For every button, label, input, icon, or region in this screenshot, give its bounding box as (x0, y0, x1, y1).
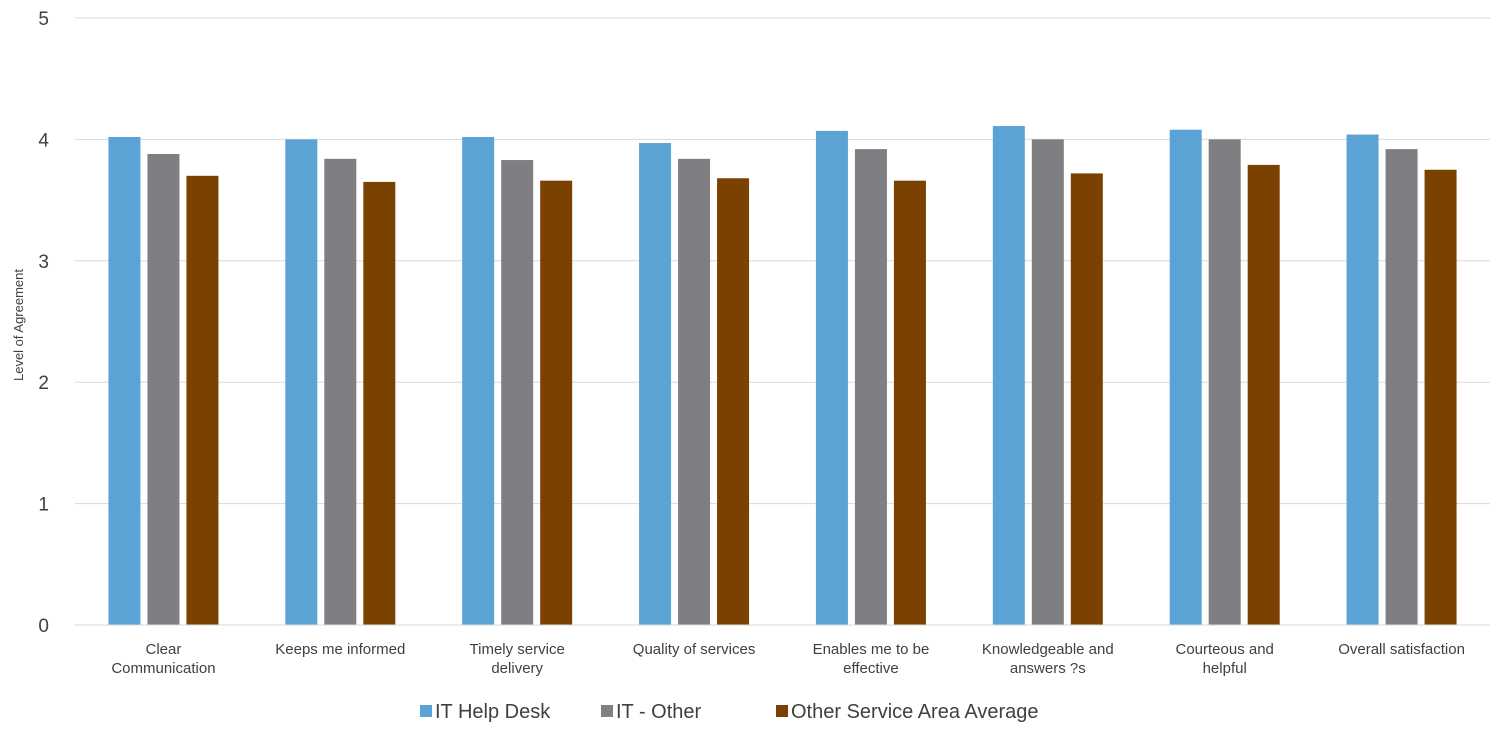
bar-it-other (678, 158, 711, 625)
bar-other-service-area-average (893, 180, 926, 625)
bar-it-help-desk (1169, 129, 1202, 626)
bar-it-other (501, 160, 534, 625)
y-axis-title: Level of Agreement (11, 269, 26, 381)
bar-it-help-desk (815, 130, 848, 626)
y-axis-ticks: 0 1 2 3 4 5 (38, 9, 49, 637)
y-tick-label: 4 (38, 130, 49, 151)
bar-other-service-area-average (363, 181, 396, 625)
x-tick-label: Knowledgeable and answers ?s (982, 641, 1114, 677)
y-tick-label: 1 (38, 495, 49, 516)
bar-other-service-area-average (1424, 169, 1457, 625)
legend: IT Help Desk IT - Other Other Service Area… (420, 701, 1039, 723)
bars (108, 126, 1457, 626)
x-tick-label: Enables me to be effective (813, 641, 930, 677)
bar-it-other (1031, 139, 1064, 625)
legend-swatch (776, 705, 788, 717)
x-tick-label: Overall satisfaction (1338, 641, 1465, 658)
bar-it-help-desk (285, 139, 318, 625)
bar-other-service-area-average (1247, 164, 1280, 626)
x-tick-label: Keeps me informed (275, 641, 405, 658)
x-tick-label: Timely service delivery (470, 641, 565, 677)
bar-other-service-area-average (717, 178, 750, 626)
legend-swatch (601, 705, 613, 717)
bar-it-other (854, 149, 887, 625)
bar-it-other (147, 153, 180, 625)
bar-it-help-desk (108, 136, 141, 626)
bar-it-other (1385, 149, 1418, 625)
legend-label: IT Help Desk (435, 701, 551, 723)
y-tick-label: 3 (38, 252, 49, 273)
bar-other-service-area-average (186, 175, 219, 625)
bar-it-other (1208, 139, 1241, 625)
bar-it-help-desk (1346, 134, 1379, 625)
y-tick-label: 2 (38, 373, 49, 394)
bar-other-service-area-average (540, 180, 573, 625)
legend-swatch (420, 705, 432, 717)
bar-it-help-desk (639, 143, 672, 626)
x-tick-label: Clear Communication (111, 641, 215, 677)
bar-other-service-area-average (1070, 173, 1103, 625)
bar-it-help-desk (462, 136, 495, 626)
x-axis-category-labels: Clear Communication Keeps me informed Timel… (111, 641, 1465, 677)
y-tick-label: 5 (38, 9, 49, 30)
bar-it-help-desk (992, 126, 1025, 626)
bar-it-other (324, 158, 357, 625)
x-tick-label: Quality of services (633, 641, 756, 658)
y-tick-label: 0 (38, 616, 49, 637)
legend-label: IT - Other (616, 701, 702, 723)
legend-label: Other Service Area Average (791, 701, 1039, 723)
x-tick-label: Courteous and helpful (1175, 641, 1273, 677)
